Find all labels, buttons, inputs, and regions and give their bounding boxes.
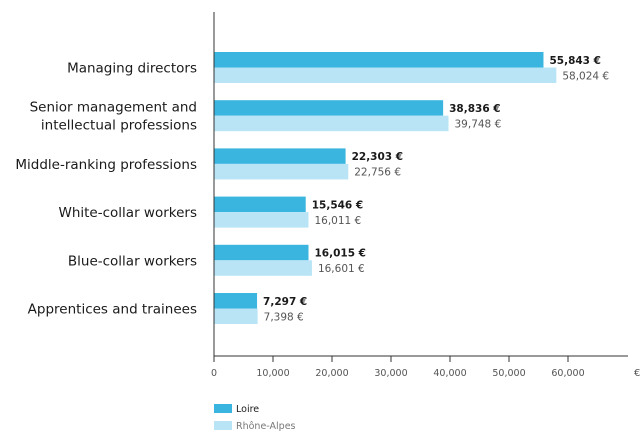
data-label-rhone-alpes: 16,011 € xyxy=(314,215,361,227)
data-label-loire: 16,015 € xyxy=(314,248,365,260)
bar-group xyxy=(214,52,557,324)
bar-loire xyxy=(214,244,309,261)
bar-loire xyxy=(214,100,444,116)
bar-rhone-alpes xyxy=(214,260,312,276)
x-tick-label: 10,000 xyxy=(256,368,289,379)
bar-loire xyxy=(214,196,306,213)
data-label-rhone-alpes: 16,601 € xyxy=(318,263,365,275)
x-tick-label: 50,000 xyxy=(492,368,525,379)
bar-loire xyxy=(214,148,346,164)
data-label-rhone-alpes: 22,756 € xyxy=(354,167,401,179)
bar-rhone-alpes xyxy=(214,212,309,228)
bar-loire xyxy=(214,52,544,68)
category-label: intellectual professions xyxy=(41,118,197,134)
bar-rhone-alpes xyxy=(214,163,349,180)
bar-loire xyxy=(214,293,258,309)
x-axis-unit-label: € xyxy=(634,368,640,379)
x-tick-label: 30,000 xyxy=(374,368,407,379)
legend-label-rhone-alpes: Rhône-Alpes xyxy=(236,421,296,432)
x-tick-label: 60,000 xyxy=(551,368,584,379)
data-label-rhone-alpes: 7,398 € xyxy=(264,311,304,323)
legend: Loire Rhône-Alpes xyxy=(214,404,296,432)
data-label-loire: 38,836 € xyxy=(449,103,500,115)
data-label-rhone-alpes: 58,024 € xyxy=(562,70,609,82)
bar-rhone-alpes xyxy=(214,115,449,132)
category-labels: Managing directors Senior management and i… xyxy=(15,61,197,318)
x-tick-label: 20,000 xyxy=(315,368,348,379)
x-tick-label: 40,000 xyxy=(433,368,466,379)
data-label-loire: 15,546 € xyxy=(312,199,363,211)
data-label-loire: 55,843 € xyxy=(549,55,600,67)
category-label: Apprentices and trainees xyxy=(28,302,197,318)
x-axis-ticks: 0 10,000 20,000 30,000 40,000 50,000 60,000 xyxy=(211,356,585,379)
data-label-loire: 22,303 € xyxy=(352,151,403,163)
data-label-rhone-alpes: 39,748 € xyxy=(455,118,502,130)
data-label-loire: 7,297 € xyxy=(263,296,307,308)
category-label: Middle-ranking professions xyxy=(15,157,197,173)
category-label: Managing directors xyxy=(67,61,197,77)
value-labels: 55,843 € 58,024 € 38,836 € 39,748 € 22,303 €… xyxy=(263,55,609,324)
legend-label-loire: Loire xyxy=(236,404,259,415)
category-label: Senior management and xyxy=(30,100,197,116)
legend-swatch-rhone-alpes xyxy=(214,421,232,430)
category-label: White-collar workers xyxy=(58,205,197,221)
bar-rhone-alpes xyxy=(214,67,557,83)
bar-rhone-alpes xyxy=(214,308,258,324)
x-tick-label: 0 xyxy=(211,368,217,379)
category-label: Blue-collar workers xyxy=(68,253,197,269)
legend-swatch-loire xyxy=(214,404,232,413)
